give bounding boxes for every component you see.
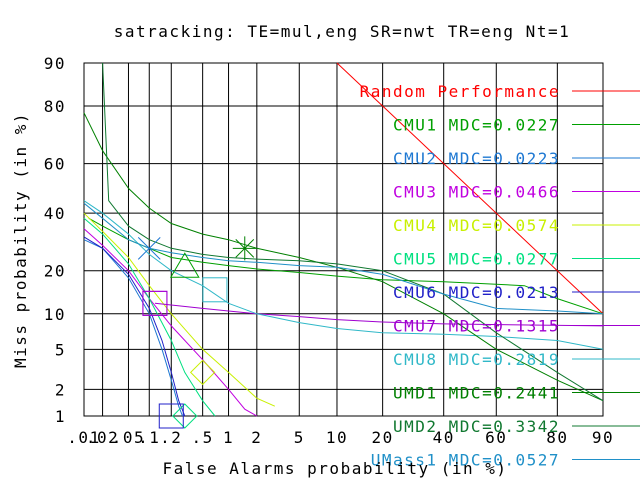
legend-label: UMass1 MDC=0.0527	[371, 451, 560, 470]
series-marker	[189, 359, 216, 386]
grid-lines	[83, 62, 604, 417]
series-lines	[83, 62, 604, 417]
legend-label: CMU5 MDC=0.0277	[393, 250, 560, 269]
series-line	[83, 212, 276, 407]
legend-label: CMU1 MDC=0.0227	[393, 116, 560, 135]
series-marker	[169, 252, 200, 278]
x-tick-label: .2	[160, 428, 182, 447]
y-tick-label: 1	[55, 407, 66, 426]
legend: Random Performance CMU1 MDC=0.0227 CMU2 MD…	[360, 82, 640, 470]
y-tick-label: 20	[44, 262, 66, 281]
x-tick-label: 5	[294, 428, 305, 447]
x-tick-label: .1	[138, 428, 160, 447]
y-tick-label: 2	[55, 380, 66, 399]
x-tick-label: 10	[326, 428, 348, 447]
legend-label: CMU4 MDC=0.0574	[393, 216, 560, 235]
legend-label: UMD2 MDC=0.3342	[393, 417, 560, 436]
x-tick-label: 80	[546, 428, 568, 447]
series-line	[83, 202, 604, 315]
x-tick-label: .5	[192, 428, 214, 447]
series-line	[83, 200, 604, 350]
legend-label: CMU6 MDC=0.0213	[393, 283, 560, 302]
x-axis-label: False Alarms probability (in %)	[162, 459, 507, 478]
series-marker	[142, 290, 168, 316]
y-tick-label: 10	[44, 305, 66, 324]
y-axis-label: Miss probability (in %)	[11, 112, 30, 368]
series-marker	[202, 277, 228, 303]
series-line	[83, 228, 258, 417]
series-line	[154, 302, 604, 327]
x-tick-label: .01	[67, 428, 100, 447]
series-marker	[158, 403, 184, 429]
legend-label: CMU3 MDC=0.0466	[393, 183, 560, 202]
series-marker	[232, 236, 257, 261]
series-markers	[137, 236, 257, 429]
legend-label: CMU8 MDC=0.2819	[393, 350, 560, 369]
series-line	[83, 217, 216, 417]
legend-label: CMU2 MDC=0.0223	[393, 149, 560, 168]
legend-label: CMU7 MDC=0.1315	[393, 317, 560, 336]
series-line	[83, 236, 186, 417]
x-tick-label: 90	[592, 428, 614, 447]
x-tick-labels: .01.02.05.1.2 .5 1 2 5 10 20 40 60 80 90	[67, 428, 614, 447]
x-tick-label: .02	[86, 428, 119, 447]
chart-title: satracking: TE=mul,eng SR=nwt TR=eng Nt=…	[114, 22, 570, 41]
series-line	[102, 62, 604, 402]
series-line	[83, 112, 604, 402]
x-tick-label: 60	[485, 428, 507, 447]
y-tick-label: 40	[44, 204, 66, 223]
y-tick-label: 60	[44, 155, 66, 174]
x-tick-label: 40	[433, 428, 455, 447]
legend-label: Random Performance	[360, 82, 560, 101]
x-tick-label: 2	[251, 428, 262, 447]
y-tick-label: 5	[55, 340, 66, 359]
x-tick-label: .05	[112, 428, 145, 447]
series-marker	[172, 403, 198, 429]
series-marker	[137, 236, 161, 260]
legend-label: UMD1 MDC=0.2441	[393, 384, 560, 403]
y-tick-label: 90	[44, 54, 66, 73]
y-tick-label: 80	[44, 97, 66, 116]
x-tick-label: 1	[223, 428, 234, 447]
x-tick-label: 20	[372, 428, 394, 447]
y-tick-labels: 1 2 5 10 20 40 60 80 90	[44, 54, 66, 426]
series-line	[336, 62, 604, 315]
